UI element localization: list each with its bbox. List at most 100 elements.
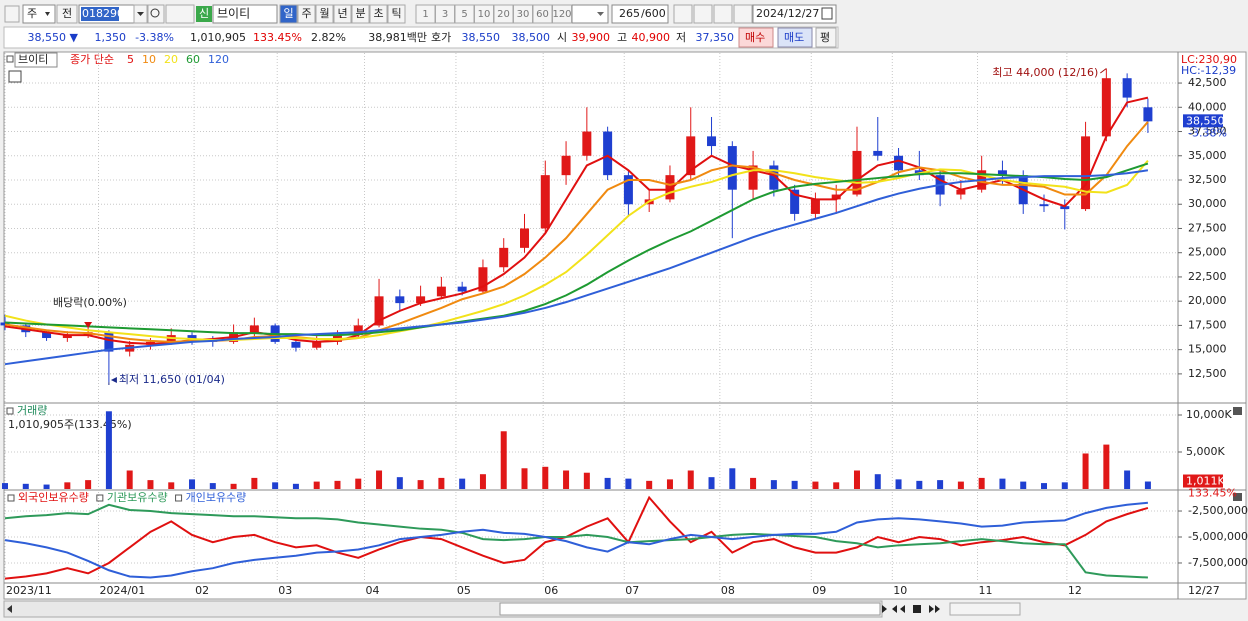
period-button[interactable]: [279, 4, 298, 24]
period-button[interactable]: [351, 4, 370, 24]
bar-max: /600: [641, 7, 666, 20]
search-button[interactable]: [147, 4, 165, 24]
volume-bar: [937, 480, 944, 489]
period-button[interactable]: [297, 4, 316, 24]
volume-bar: [168, 482, 175, 489]
select-box[interactable]: [571, 4, 609, 24]
volume-bar: [2, 483, 8, 489]
candle-body: [436, 286, 446, 297]
count-box[interactable]: [611, 4, 669, 24]
last-price-box: [1183, 114, 1223, 128]
y-tick-label: 22,500: [1188, 270, 1227, 283]
sound-button[interactable]: [165, 4, 195, 24]
y-tick-label: -5,000,000: [1188, 530, 1248, 543]
buy-button[interactable]: [738, 27, 774, 48]
save-button[interactable]: [713, 4, 733, 24]
annotation-dividend: 배당락(0.00%): [53, 296, 127, 309]
x-tick-label: 02: [195, 584, 209, 597]
volume-bar: [666, 479, 673, 489]
zoom-slider[interactable]: [949, 602, 1021, 616]
legend-icon: [96, 494, 104, 502]
x-tick-label: 08: [721, 584, 735, 597]
date: 2024/12/27: [756, 7, 819, 20]
icon-button[interactable]: [4, 5, 20, 23]
candle-body: [748, 165, 758, 190]
interval-label: 30: [517, 9, 530, 20]
low-label: 저: [676, 31, 686, 44]
scroll-left[interactable]: [7, 605, 12, 613]
last-rate: -3.38%: [1188, 126, 1227, 139]
tool-button[interactable]: [693, 4, 713, 24]
y-tick-label: 37,500: [1188, 125, 1227, 138]
y-tick-label: 5,000K: [1186, 445, 1225, 458]
candle-body: [1101, 78, 1111, 137]
high: 40,900: [632, 31, 671, 44]
table-icon[interactable]: [8, 70, 22, 83]
avg-button[interactable]: [815, 27, 837, 48]
volume-bar: [189, 479, 196, 489]
scroll-controls[interactable]: [882, 605, 940, 613]
candle-body: [582, 131, 592, 156]
holding-line: [4, 501, 1149, 579]
interval-label: 60: [536, 9, 549, 20]
panel-close[interactable]: [1233, 407, 1242, 415]
volume-bar: [687, 470, 694, 489]
tool-button[interactable]: [673, 4, 693, 24]
y-tick-label: 32,500: [1188, 173, 1227, 186]
candle-body: [894, 155, 904, 171]
tool-strip[interactable]: [1025, 603, 1241, 615]
candle-body: [62, 335, 72, 339]
interval-label: 5: [461, 9, 467, 20]
candle-body: [997, 170, 1007, 176]
y-tick-label: -7,500,000: [1188, 556, 1248, 569]
legend-entry: 60: [186, 53, 200, 66]
volume-bar: [542, 466, 549, 489]
period-label: 주: [301, 7, 311, 20]
period-button[interactable]: [369, 4, 388, 24]
y-tick-label: 35,000: [1188, 149, 1227, 162]
period-button[interactable]: [315, 4, 334, 24]
market: 주: [27, 7, 37, 20]
date-box[interactable]: [752, 4, 837, 24]
name-box: [212, 4, 278, 24]
panel-close[interactable]: [1233, 493, 1242, 501]
candle-body: [0, 322, 10, 326]
legend-icon: [6, 407, 14, 415]
scroll-thumb[interactable]: [499, 602, 881, 616]
candle-body: [686, 136, 696, 176]
period-button[interactable]: [387, 4, 406, 24]
interval-label: 120: [552, 9, 571, 20]
candle-body: [104, 332, 114, 352]
volume-bar: [313, 481, 320, 489]
interval-button[interactable]: [552, 4, 572, 24]
sell: 매도: [784, 31, 804, 44]
candle-body: [1039, 204, 1049, 207]
market-select[interactable]: [22, 4, 56, 24]
quote-bar: 38,550 ▼ 1,350 -3.38% 1,010,905 133.45% …: [3, 26, 839, 49]
legend-entry: 외국인보유수량: [18, 491, 89, 504]
candle-body: [353, 325, 363, 336]
volume-bar: [1061, 482, 1068, 489]
y-tick-label: 15,000: [1188, 343, 1227, 356]
candle-body: [1143, 107, 1153, 122]
volume-bar: [334, 480, 341, 489]
search-icon: [150, 8, 160, 18]
open: 39,900: [572, 31, 611, 44]
legend-entry: 120: [208, 53, 229, 66]
stock-code: 018290: [82, 7, 124, 20]
settings-button[interactable]: [733, 4, 753, 24]
volume-bar: [625, 478, 632, 489]
quote-bg: [3, 26, 839, 49]
volume-bar: [251, 477, 258, 489]
sell-button[interactable]: [777, 27, 813, 48]
candle-body: [312, 341, 322, 348]
volume-bar: [459, 478, 466, 489]
x-tick-label: 04: [365, 584, 379, 597]
prev-button[interactable]: [56, 4, 78, 24]
x-tick-label: 2023/11: [6, 584, 52, 597]
annotation-high: 최고 44,000 (12/16): [992, 66, 1098, 79]
volume-bar: [292, 483, 299, 489]
period-button[interactable]: [333, 4, 352, 24]
ma-line: [4, 162, 1149, 337]
